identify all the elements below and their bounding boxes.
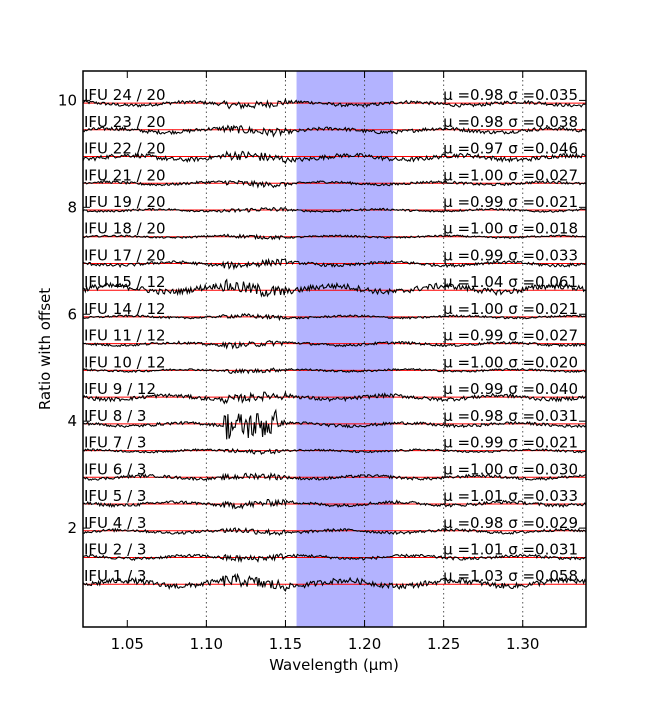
spectrum-row: IFU 9 / 12 μ =0.99 σ =0.040 — [83, 380, 586, 405]
row-label: IFU 19 / 20 — [84, 193, 166, 211]
spectrum-row: IFU 21 / 20 μ =1.00 σ =0.027 — [83, 166, 586, 189]
row-label: IFU 15 / 12 — [84, 273, 166, 291]
axes-layer: 1.05 1.10 1.15 1.20 1.25 1.30 2 4 6 8 10 — [58, 70, 587, 653]
plot-area: IFU 24 / 20 μ =0.98 σ =0.035 IFU 23 / 20 μ … — [83, 71, 586, 627]
stat-label: μ =0.98 σ =0.038 — [443, 113, 578, 131]
stat-label: μ =0.99 σ =0.027 — [443, 327, 578, 345]
spectrum-row: IFU 8 / 3 μ =0.98 σ =0.031 — [83, 407, 586, 440]
stat-label: μ =1.00 σ =0.018 — [443, 220, 578, 238]
row-label: IFU 10 / 12 — [84, 353, 166, 371]
stat-label: μ =0.99 σ =0.040 — [443, 380, 578, 398]
spectrum-trace — [83, 278, 586, 298]
spectrum-trace — [83, 390, 586, 405]
spectrum-row: IFU 1 / 3 μ =1.03 σ =0.058 — [83, 567, 586, 592]
spectrum-trace — [83, 97, 586, 110]
spectrum-trace — [83, 179, 586, 189]
spectrum-row: IFU 11 / 12 μ =0.99 σ =0.027 — [83, 327, 586, 350]
stat-label: μ =0.97 σ =0.046 — [443, 140, 578, 158]
row-label: IFU 5 / 3 — [84, 487, 146, 505]
spectrum-trace — [83, 498, 586, 510]
spectrum-trace — [83, 572, 586, 592]
y-tick-label: 8 — [67, 198, 77, 216]
spectrum-trace — [83, 367, 586, 375]
spectrum-trace — [83, 471, 586, 482]
spectrum-trace — [83, 408, 586, 440]
row-label: IFU 11 / 12 — [84, 327, 166, 345]
stat-label: μ =0.98 σ =0.035 — [443, 86, 578, 104]
row-label: IFU 17 / 20 — [84, 246, 166, 264]
spectrum-row: IFU 18 / 20 μ =1.00 σ =0.018 — [83, 220, 586, 241]
spectrum-row: IFU 24 / 20 μ =0.98 σ =0.035 — [83, 86, 586, 110]
row-label: IFU 6 / 3 — [84, 460, 146, 478]
stat-label: μ =0.98 σ =0.029 — [443, 514, 578, 532]
spectrum-row: IFU 7 / 3 μ =0.99 σ =0.021 — [83, 434, 586, 455]
spectrum-trace — [83, 553, 586, 564]
spectrum-row: IFU 10 / 12 μ =1.00 σ =0.020 — [83, 353, 586, 375]
x-tick-label: 1.15 — [269, 635, 302, 653]
row-label: IFU 9 / 12 — [84, 380, 156, 398]
row-label: IFU 23 / 20 — [84, 113, 166, 131]
x-tick-label: 1.05 — [111, 635, 144, 653]
x-axis-title: Wavelength (μm) — [269, 656, 399, 674]
spectrum-row: IFU 19 / 20 μ =0.99 σ =0.021 — [83, 193, 586, 214]
y-tick-label: 2 — [67, 519, 77, 537]
x-tick-label: 1.30 — [506, 635, 539, 653]
plot-content: IFU 24 / 20 μ =0.98 σ =0.035 IFU 23 / 20 μ … — [83, 71, 586, 627]
spectrum-row: IFU 2 / 3 μ =1.01 σ =0.031 — [83, 541, 586, 564]
x-tick-label: 1.25 — [427, 635, 460, 653]
spectrum-trace — [83, 526, 586, 537]
row-label: IFU 8 / 3 — [84, 407, 146, 425]
stat-label: μ =1.00 σ =0.021 — [443, 300, 578, 318]
row-label: IFU 4 / 3 — [84, 514, 146, 532]
y-tick-label: 10 — [58, 91, 77, 109]
spectrum-row: IFU 4 / 3 μ =0.98 σ =0.029 — [83, 514, 586, 537]
spectrum-row: IFU 22 / 20 μ =0.97 σ =0.046 — [83, 140, 586, 165]
row-label: IFU 18 / 20 — [84, 220, 166, 238]
spectrum-trace — [83, 447, 586, 455]
spectrum-row: IFU 5 / 3 μ =1.01 σ =0.033 — [83, 487, 586, 510]
spectrum-trace — [83, 257, 586, 271]
y-tick-label: 6 — [67, 305, 77, 323]
y-tick-label: 4 — [67, 412, 77, 430]
row-label: IFU 21 / 20 — [84, 166, 166, 184]
stat-label: μ =0.98 σ =0.031 — [443, 407, 578, 425]
spectrum-row: IFU 17 / 20 μ =0.99 σ =0.033 — [83, 246, 586, 271]
stat-label: μ =1.00 σ =0.030 — [443, 460, 578, 478]
spectrum-trace — [83, 233, 586, 241]
stat-label: μ =0.99 σ =0.033 — [443, 246, 578, 264]
stat-label: μ =1.04 σ =0.061 — [443, 273, 578, 291]
row-label: IFU 1 / 3 — [84, 567, 146, 585]
stat-label: μ =1.03 σ =0.058 — [443, 567, 578, 585]
y-axis-title: Ratio with offset — [36, 288, 54, 410]
spectrum-row: IFU 15 / 12 μ =1.04 σ =0.061 — [83, 273, 586, 298]
axes-frame — [82, 70, 587, 628]
spectrum-trace — [83, 206, 586, 214]
row-label: IFU 14 / 12 — [84, 300, 166, 318]
stat-label: μ =0.99 σ =0.021 — [443, 193, 578, 211]
spectrum-trace — [83, 340, 586, 350]
row-label: IFU 24 / 20 — [84, 86, 166, 104]
spectrum-trace — [83, 150, 586, 165]
stat-label: μ =1.01 σ =0.031 — [443, 541, 578, 559]
stat-label: μ =1.00 σ =0.027 — [443, 166, 578, 184]
shaded-wavelength-band — [296, 71, 394, 627]
spectrum-trace — [83, 313, 586, 322]
spectrum-row: IFU 6 / 3 μ =1.00 σ =0.030 — [83, 460, 586, 482]
row-label: IFU 22 / 20 — [84, 140, 166, 158]
stat-label: μ =0.99 σ =0.021 — [443, 434, 578, 452]
row-label: IFU 2 / 3 — [84, 541, 146, 559]
stat-label: μ =1.00 σ =0.020 — [443, 353, 578, 371]
x-tick-label: 1.20 — [348, 635, 381, 653]
stat-label: μ =1.01 σ =0.033 — [443, 487, 578, 505]
x-tick-label: 1.10 — [190, 635, 223, 653]
spectrum-row: IFU 14 / 12 μ =1.00 σ =0.021 — [83, 300, 586, 322]
spectrum-trace — [83, 124, 586, 138]
row-label: IFU 7 / 3 — [84, 434, 146, 452]
spectrum-row: IFU 23 / 20 μ =0.98 σ =0.038 — [83, 113, 586, 138]
